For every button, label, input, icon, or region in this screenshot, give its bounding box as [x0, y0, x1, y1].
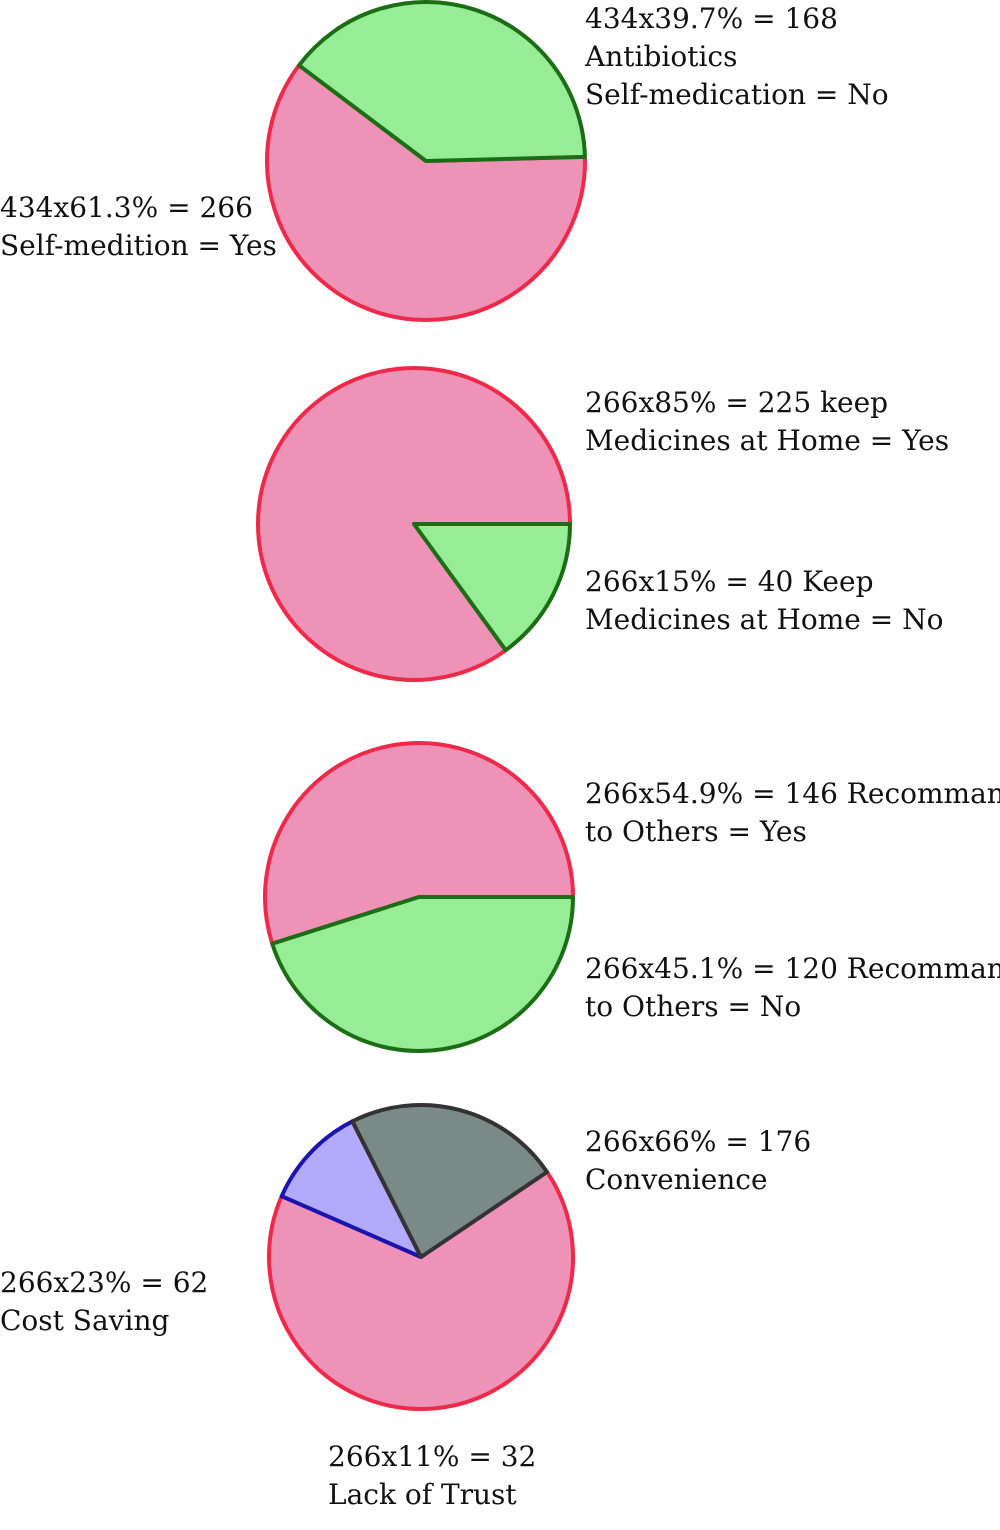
- slice-label-line: 434x39.7% = 168: [585, 2, 838, 35]
- pie-slice: [270, 895, 575, 1053]
- slice-label-line: 266x45.1% = 120 Recommand: [585, 952, 1000, 985]
- slice-label-line: 266x85% = 225 keep: [585, 386, 889, 419]
- pie-slice: [263, 741, 575, 946]
- slice-label-line: Medicines at Home = Yes: [585, 424, 950, 457]
- pie-slice: [267, 1170, 575, 1411]
- slice-label-line: Antibiotics: [585, 40, 738, 73]
- slice-label-line: to Others = Yes: [585, 815, 807, 848]
- pie-chart-1: [265, 0, 587, 322]
- pie-slice: [297, 0, 587, 163]
- pie-chart-3: [263, 741, 575, 1053]
- slice-label-lack-of-trust: 266x11% = 32 Lack of Trust: [328, 1438, 536, 1514]
- slice-label-line: 266x23% = 62: [0, 1266, 209, 1299]
- slice-label-line: 266x54.9% = 146 Recommand: [585, 777, 1000, 810]
- slice-label-self-medication-yes: 434x61.3% = 266 Self-medition = Yes: [0, 189, 277, 265]
- slice-label-line: Self-medication = No: [585, 78, 889, 111]
- slice-label-line: 434x61.3% = 266: [0, 191, 253, 224]
- pie-slice: [412, 522, 572, 653]
- slice-label-line: Cost Saving: [0, 1304, 170, 1337]
- slice-label-cost-saving: 266x23% = 62 Cost Saving: [0, 1264, 208, 1340]
- slice-label-recommend-no: 266x45.1% = 120 Recommand to Others = No: [585, 950, 1000, 1026]
- slice-label-antibiotics-no: 434x39.7% = 168 Antibiotics Self-medicat…: [585, 0, 889, 114]
- slice-label-line: Self-medition = Yes: [0, 229, 277, 262]
- pie-slice: [265, 63, 587, 322]
- slice-label-line: 266x15% = 40 Keep: [585, 565, 874, 598]
- pie-chart-2: [256, 366, 572, 682]
- slice-label-line: Convenience: [585, 1163, 768, 1196]
- slice-label-keep-medicines-yes: 266x85% = 225 keep Medicines at Home = Y…: [585, 384, 949, 460]
- slice-label-line: 266x66% = 176: [585, 1125, 812, 1158]
- slice-label-line: 266x11% = 32: [328, 1440, 537, 1473]
- slice-label-line: Medicines at Home = No: [585, 603, 944, 636]
- slice-label-line: to Others = No: [585, 990, 802, 1023]
- pie-slice: [279, 1119, 423, 1259]
- slice-label-convenience: 266x66% = 176 Convenience: [585, 1123, 811, 1199]
- pie-chart-4: [267, 1103, 575, 1411]
- pie-slice: [350, 1103, 550, 1259]
- slice-label-line: Lack of Trust: [328, 1478, 517, 1511]
- slice-label-recommend-yes: 266x54.9% = 146 Recommand to Others = Ye…: [585, 775, 1000, 851]
- slice-label-keep-medicines-no: 266x15% = 40 Keep Medicines at Home = No: [585, 563, 944, 639]
